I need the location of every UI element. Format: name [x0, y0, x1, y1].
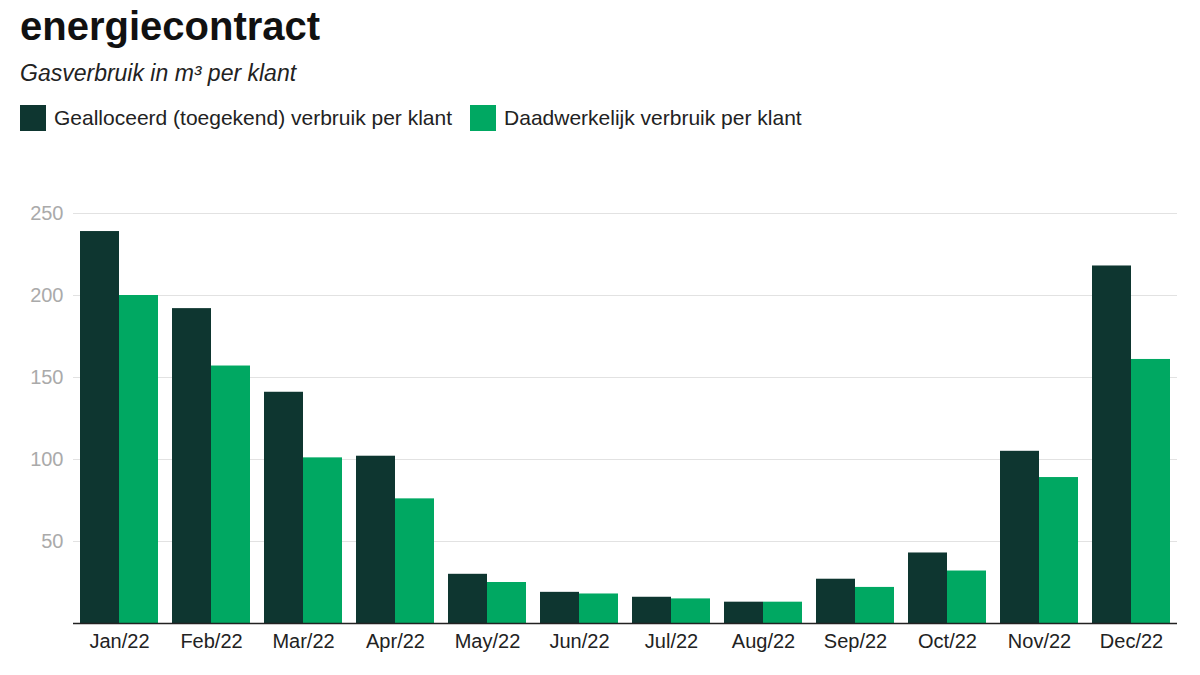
svg-text:Oct/22: Oct/22	[918, 630, 977, 652]
svg-text:Feb/22: Feb/22	[180, 630, 242, 652]
svg-text:Dec/22: Dec/22	[1100, 630, 1163, 652]
svg-text:Jul/22: Jul/22	[645, 630, 698, 652]
svg-text:200: 200	[30, 284, 63, 306]
svg-text:Sep/22: Sep/22	[824, 630, 887, 652]
svg-text:May/22: May/22	[455, 630, 521, 652]
svg-text:100: 100	[30, 448, 63, 470]
svg-text:Jan/22: Jan/22	[89, 630, 149, 652]
svg-text:Mar/22: Mar/22	[272, 630, 334, 652]
svg-text:50: 50	[41, 530, 63, 552]
html-text:Gealloceerd (toegekend) verbru: Gealloceerd (toegekend) verbruik per kla…	[54, 106, 452, 129]
svg-text:250: 250	[30, 202, 63, 224]
svg-text:Aug/22: Aug/22	[732, 630, 795, 652]
svg-text:Jun/22: Jun/22	[549, 630, 609, 652]
svg-text:Apr/22: Apr/22	[366, 630, 425, 652]
html-text:Daadwerkelijk verbruik per kla: Daadwerkelijk verbruik per klant	[504, 106, 802, 129]
svg-text:150: 150	[30, 366, 63, 388]
html-text:energiecontract: energiecontract	[20, 4, 321, 48]
svg-text:Nov/22: Nov/22	[1008, 630, 1071, 652]
html-text:Gasverbruik in m³ per klant: Gasverbruik in m³ per klant	[20, 60, 297, 86]
